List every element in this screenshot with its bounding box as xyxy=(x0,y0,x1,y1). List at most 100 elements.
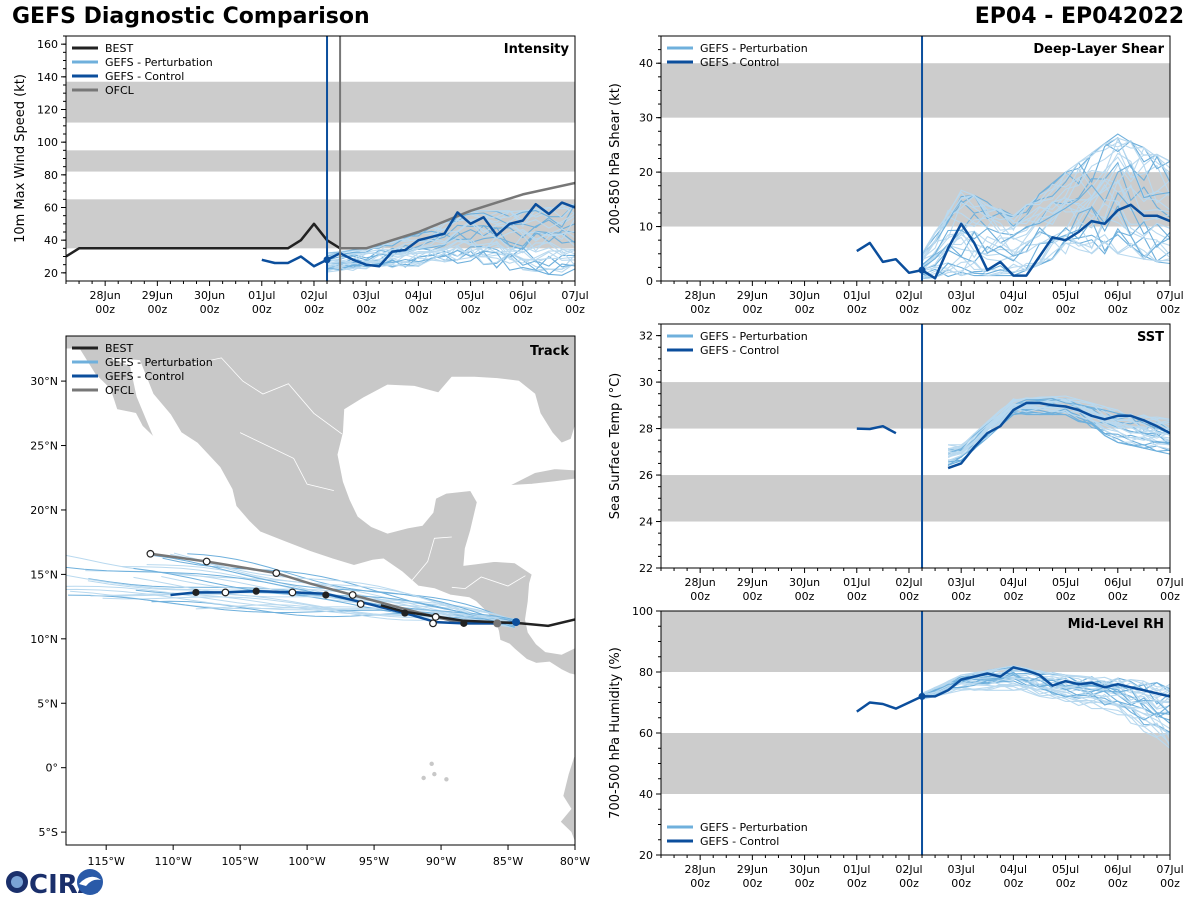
intensity-perturbation-member xyxy=(326,233,575,265)
sst-xtick-hour: 00z xyxy=(951,590,971,603)
intensity-xtick-hour: 00z xyxy=(147,303,167,316)
sst-xtick-date: 30Jun xyxy=(789,576,820,589)
rh-perturbation-member xyxy=(921,682,1170,740)
track-xtick-label: 105°W xyxy=(221,855,258,868)
sst-xtick-date: 01Jul xyxy=(843,576,870,589)
rh-xtick-hour: 00z xyxy=(951,877,971,890)
shear-xtick-date: 06Jul xyxy=(1104,289,1131,302)
shear-perturbation-member xyxy=(921,203,1170,272)
track-map-area xyxy=(66,336,575,843)
sst-ytick-label: 32 xyxy=(639,330,653,343)
rh-ytick-label: 100 xyxy=(632,605,653,618)
shear-band-0 xyxy=(661,172,1170,227)
cira-logo-swoosh xyxy=(79,876,101,886)
shear-ytick-label: 0 xyxy=(646,275,653,288)
sst-frame xyxy=(660,323,1171,569)
sst-ytick-label: 28 xyxy=(639,423,653,436)
land-colombia xyxy=(574,749,575,752)
sst-xtick-date: 04Jul xyxy=(1000,576,1027,589)
shear-xtick-hour: 00z xyxy=(1003,303,1023,316)
land-galapagos-island xyxy=(444,777,449,782)
country-boundary xyxy=(451,575,526,590)
track-perturbation-member xyxy=(187,553,515,624)
intensity-legend-label: GEFS - Perturbation xyxy=(105,56,213,69)
rh-ylabel: 700-500 hPa Humidity (%) xyxy=(608,647,623,819)
track-ofcl-marker xyxy=(348,591,357,599)
intensity-xtick-hour: 00z xyxy=(408,303,428,316)
sst-xtick-date: 07Jul xyxy=(1156,576,1183,589)
land-north-america xyxy=(66,336,575,676)
rh-band-1 xyxy=(661,611,1170,672)
intensity-ytick-label: 60 xyxy=(44,202,58,215)
intensity-xtick-date: 07Jul xyxy=(561,289,588,302)
land-panama-east xyxy=(574,647,575,684)
track-ofcl-marker xyxy=(288,588,297,597)
sst-ytick-label: 26 xyxy=(639,469,653,482)
land-galapagos-island xyxy=(432,771,437,777)
track-ytick-label: 10°N xyxy=(30,633,58,646)
intensity-plot-area xyxy=(66,81,575,276)
rh-xtick-hour: 00z xyxy=(899,877,919,890)
intensity-legend-label: BEST xyxy=(105,42,133,55)
track-legend-label: GEFS - Control xyxy=(105,370,184,383)
track-perturbation-member xyxy=(170,553,515,629)
shear-panel: 01020304028Jun00z29Jun00z30Jun00z01Jul00… xyxy=(608,35,1184,316)
rh-ytick-label: 40 xyxy=(639,788,653,801)
intensity-perturbation-member xyxy=(326,226,575,265)
shear-perturbation-member xyxy=(921,233,1170,279)
intensity-xtick-hour: 00z xyxy=(356,303,376,316)
sst-perturbation-member xyxy=(948,411,1170,463)
intensity-xtick-date: 30Jun xyxy=(194,289,225,302)
shear-xtick-date: 04Jul xyxy=(1000,289,1027,302)
rh-ytick-label: 80 xyxy=(639,666,653,679)
shear-ytick-label: 20 xyxy=(639,166,653,179)
sst-ytick-label: 24 xyxy=(639,516,653,529)
track-ofcl-marker xyxy=(431,613,440,621)
rh-xtick-hour: 00z xyxy=(1056,877,1076,890)
track-perturbation-member xyxy=(66,566,515,621)
track-xtick-label: 90°W xyxy=(426,855,456,868)
track-ofcl-marker xyxy=(202,557,211,566)
shear-xtick-date: 01Jul xyxy=(843,289,870,302)
track-ofcl-marker xyxy=(429,619,437,628)
intensity-ytick-label: 20 xyxy=(44,267,58,280)
sst-ytick-label: 22 xyxy=(639,562,653,575)
land-south-america-ecuador xyxy=(559,754,575,843)
intensity-perturbation-member xyxy=(326,253,575,273)
track-ytick-label: 0° xyxy=(46,762,59,775)
intensity-xtick-date: 28Jun xyxy=(90,289,121,302)
sst-legend-label: GEFS - Control xyxy=(700,344,779,357)
track-panel-title: Track xyxy=(530,344,569,359)
sst-band-0 xyxy=(661,475,1170,522)
shear-xtick-hour: 00z xyxy=(742,303,762,316)
shear-perturbation-member xyxy=(921,137,1170,258)
intensity-perturbation-member xyxy=(326,218,575,263)
rh-band-0 xyxy=(661,733,1170,794)
shear-xtick-date: 28Jun xyxy=(685,289,716,302)
rh-xtick-date: 01Jul xyxy=(843,863,870,876)
sst-perturbation-member xyxy=(947,400,1170,456)
rh-ytick-label: 60 xyxy=(639,727,653,740)
rh-xtick-hour: 00z xyxy=(847,877,867,890)
track-ofcl-marker xyxy=(221,588,230,597)
intensity-ytick-label: 40 xyxy=(44,234,58,247)
cira-logo-globe-inner xyxy=(11,876,23,888)
track-ytick-label: 15°N xyxy=(30,568,58,581)
track-legend-label: GEFS - Perturbation xyxy=(105,356,213,369)
shear-perturbation-member xyxy=(921,199,1170,271)
intensity-band-1 xyxy=(66,150,575,172)
track-ytick-label: 25°N xyxy=(30,440,58,453)
shear-xtick-date: 02Jul xyxy=(895,289,922,302)
shear-perturbation-member xyxy=(921,133,1170,255)
intensity-xtick-hour: 00z xyxy=(513,303,533,316)
sst-xtick-hour: 00z xyxy=(1160,590,1180,603)
country-boundary xyxy=(239,432,334,491)
shear-panel-title: Deep-Layer Shear xyxy=(1033,42,1164,57)
intensity-xtick-date: 06Jul xyxy=(509,289,536,302)
intensity-perturbation-member xyxy=(326,219,575,262)
country-boundary xyxy=(411,536,452,582)
intensity-legend-label: OFCL xyxy=(105,84,135,97)
sst-xtick-hour: 00z xyxy=(690,590,710,603)
shear-perturbation-member xyxy=(921,164,1170,263)
intensity-band-0 xyxy=(66,199,575,249)
